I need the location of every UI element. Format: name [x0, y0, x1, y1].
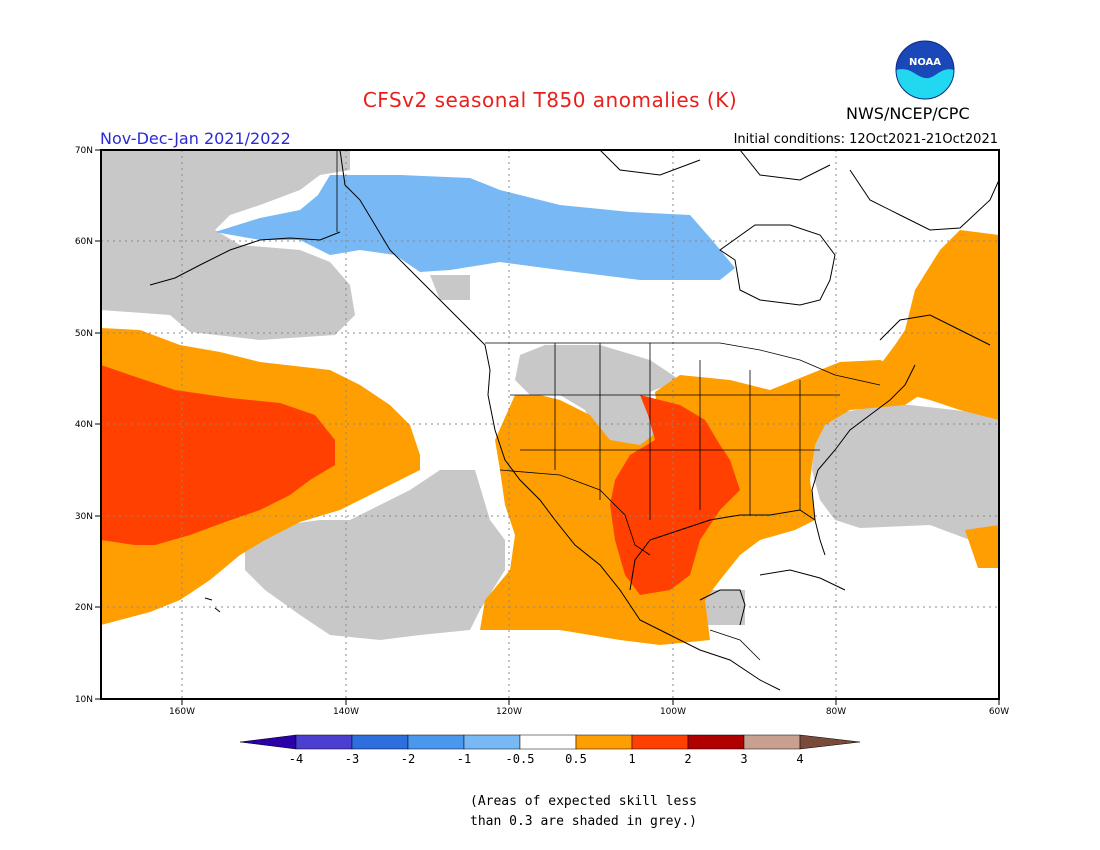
skill-note-line1: (Areas of expected skill less	[470, 794, 697, 809]
legend-swatch-9	[743, 734, 801, 750]
logo-text: NOAA	[909, 57, 941, 68]
lon-label-120w: 120W	[496, 707, 522, 717]
skill-note: (Areas of expected skill less than 0.3 a…	[470, 792, 730, 832]
legend-label: 0.5	[565, 752, 587, 766]
color-legend	[239, 734, 861, 750]
grey-region-pacific-north	[430, 275, 470, 300]
legend-swatch-2	[351, 734, 409, 750]
skill-note-line2: than 0.3 are shaded in grey.)	[470, 814, 697, 829]
grey-region-pacific-south	[245, 470, 505, 640]
grey-region-atlantic	[812, 405, 999, 540]
lon-label-80w: 80W	[826, 707, 846, 717]
lon-label-60w: 60W	[989, 707, 1009, 717]
latitude-labels: 70N 60N 50N 40N 30N 20N 10N	[75, 146, 93, 705]
lat-label-40n: 40N	[75, 420, 93, 430]
legend-swatch-7	[631, 734, 689, 750]
lat-label-20n: 20N	[75, 603, 93, 613]
legend-label: -4	[289, 752, 303, 766]
lat-label-30n: 30N	[75, 512, 93, 522]
axis-ticks	[95, 149, 1000, 705]
legend-swatch-8	[687, 734, 745, 750]
legend-label: -2	[401, 752, 415, 766]
legend-swatch-1	[295, 734, 353, 750]
borders	[336, 150, 881, 661]
legend-labels: -4 -3 -2 -1 -0.5 0.5 1 2 3 4	[289, 752, 804, 766]
lon-label-100w: 100W	[660, 707, 686, 717]
lat-label-50n: 50N	[75, 329, 93, 339]
anomaly-shading	[101, 150, 999, 645]
legend-swatch-6	[575, 734, 633, 750]
legend-label: 4	[796, 752, 803, 766]
legend-label: -1	[457, 752, 471, 766]
lat-label-70n: 70N	[75, 146, 93, 156]
legend-swatch-3	[407, 734, 465, 750]
chart-title: CFSv2 seasonal T850 anomalies (K)	[362, 88, 738, 112]
lat-label-10n: 10N	[75, 695, 93, 705]
strong-warm-anomaly-pacific	[101, 365, 335, 545]
legend-label: -3	[345, 752, 359, 766]
initial-conditions: Initial conditions: 12Oct2021-21Oct2021	[733, 132, 998, 147]
season-label: Nov-Dec-Jan 2021/2022	[100, 129, 291, 148]
grey-region-rockies	[515, 345, 680, 455]
strong-warm-anomaly-texas	[610, 395, 740, 595]
noaa-logo: NOAA	[895, 40, 955, 100]
agency-label: NWS/NCEP/CPC	[846, 104, 970, 123]
legend-swatch-5	[519, 734, 577, 750]
legend-swatch-0	[239, 734, 297, 750]
graticule	[101, 150, 999, 699]
coastlines	[149, 150, 999, 691]
legend-label: 1	[628, 752, 635, 766]
legend-swatch-10	[799, 734, 861, 750]
cool-anomaly-canada	[215, 175, 735, 280]
legend-label: 3	[740, 752, 747, 766]
lon-label-140w: 140W	[333, 707, 359, 717]
warm-anomaly-atlantic-east	[965, 525, 999, 568]
warm-anomaly-ne-canada	[880, 230, 999, 420]
longitude-labels: 160W 140W 120W 100W 80W 60W	[169, 707, 1009, 717]
lat-label-60n: 60N	[75, 237, 93, 247]
legend-label: 2	[684, 752, 691, 766]
legend-swatch-4	[463, 734, 521, 750]
legend-label: -0.5	[506, 752, 535, 766]
grey-region-alaska	[101, 150, 355, 340]
lon-label-160w: 160W	[169, 707, 195, 717]
